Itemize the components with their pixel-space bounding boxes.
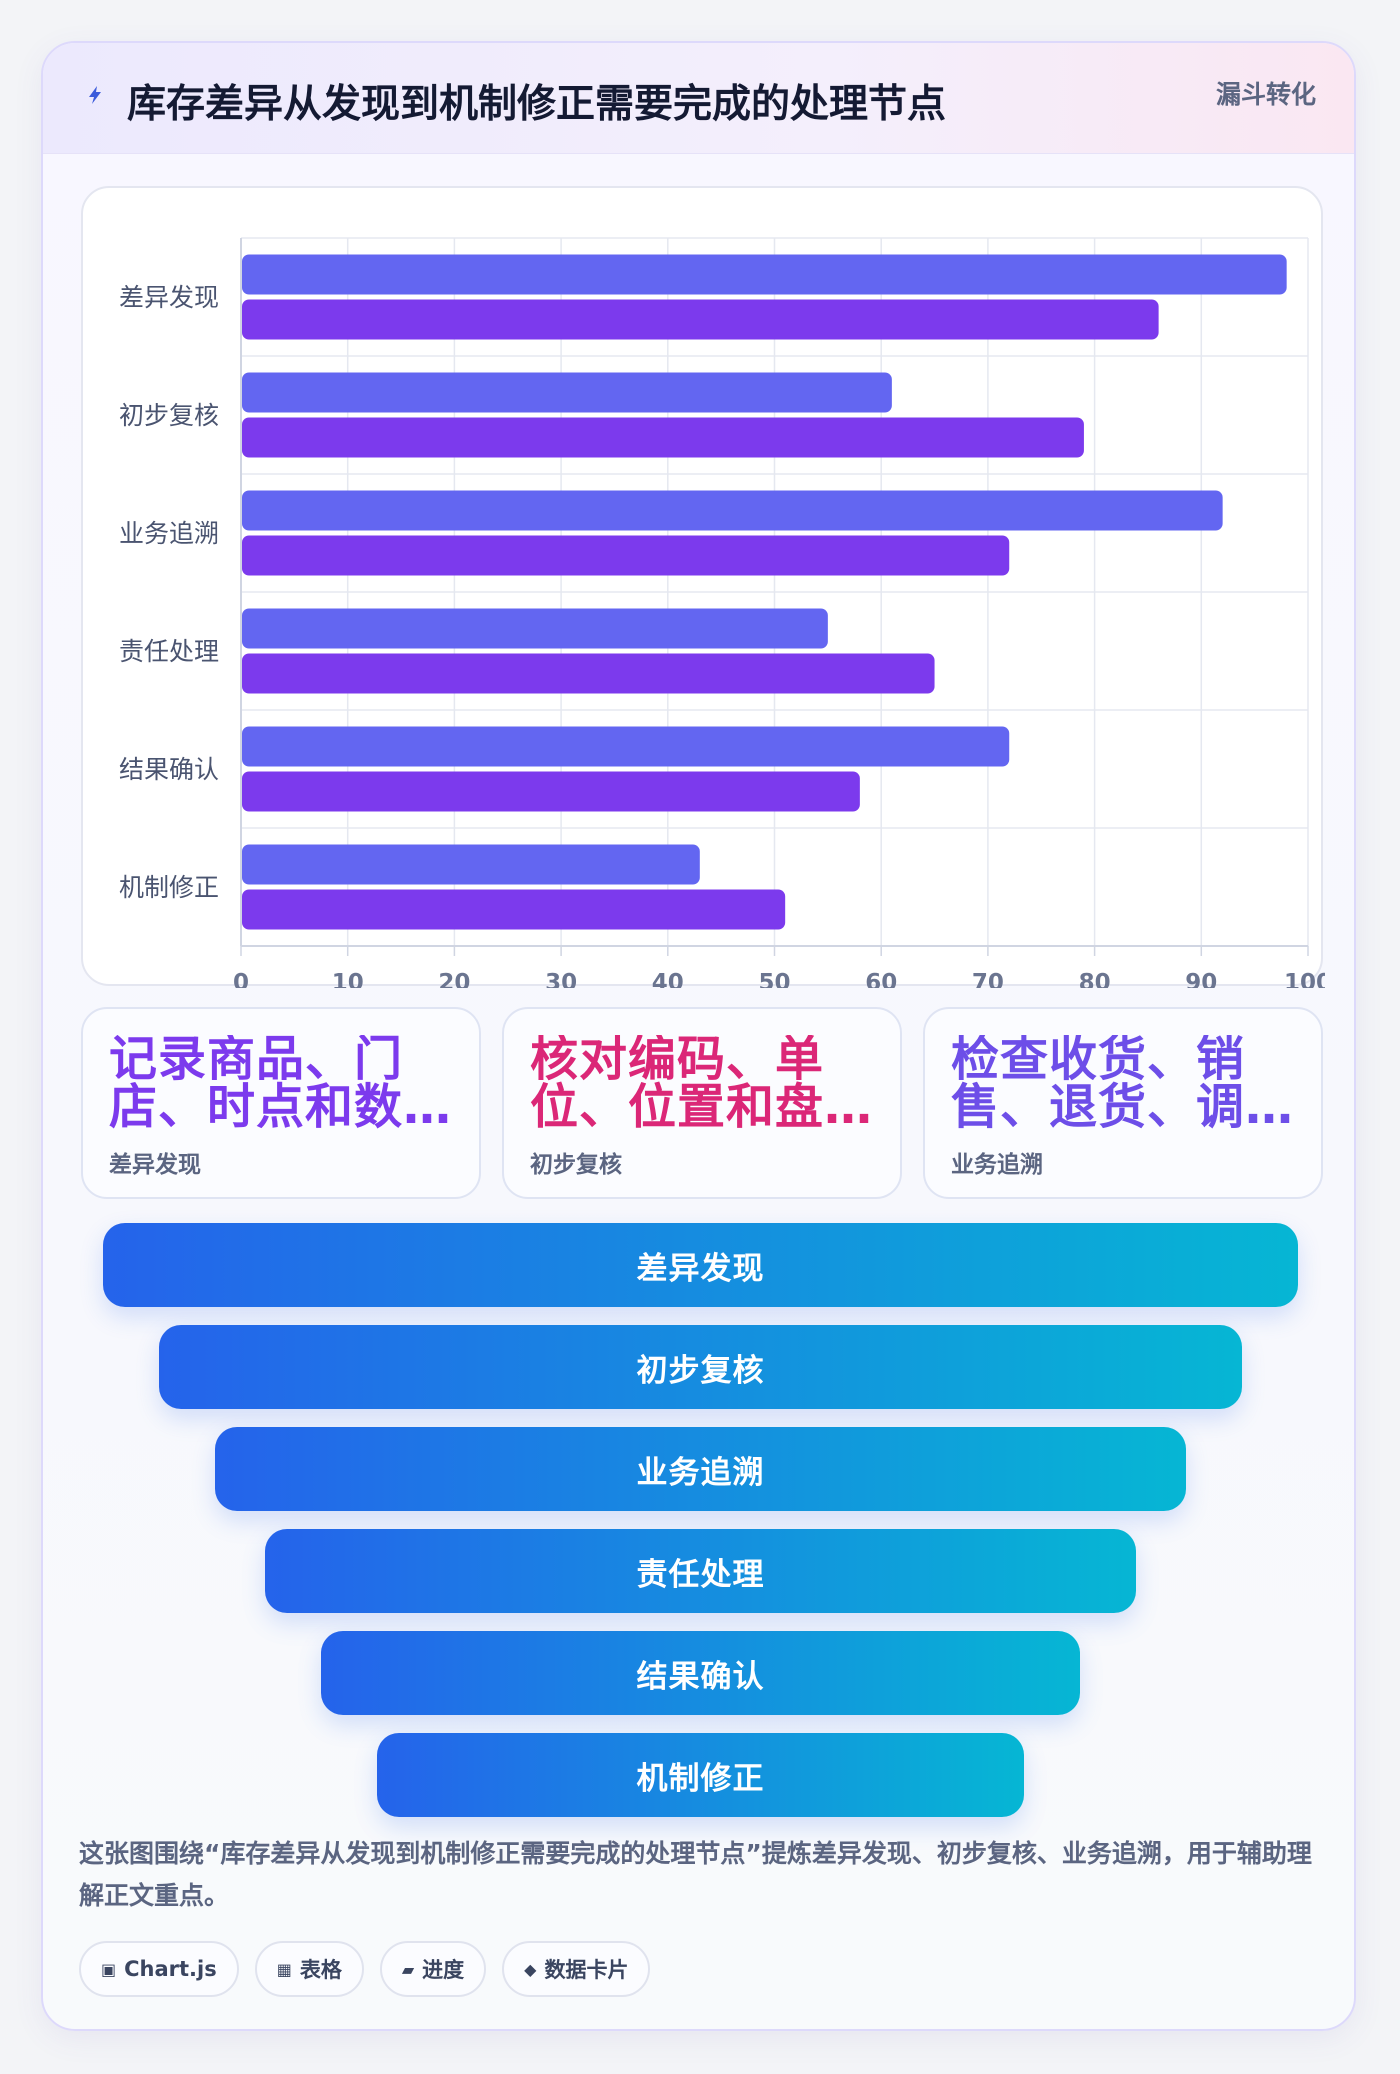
funnel-step-2: 初步复核 — [159, 1325, 1242, 1409]
y-category-label: 初步复核 — [119, 401, 219, 430]
stat-card-value: 检查收货、销售、退货、调… — [951, 1035, 1295, 1131]
x-tick-label: 20 — [438, 970, 470, 988]
funnel-step-label: 业务追溯 — [636, 1454, 765, 1491]
lightning-icon — [89, 86, 101, 104]
funnel-step-label: 差异发现 — [636, 1250, 765, 1287]
funnel-step-5: 结果确认 — [321, 1631, 1080, 1715]
funnel-step-label: 结果确认 — [636, 1658, 765, 1695]
bar-series-a — [242, 726, 1010, 767]
stat-card-value: 记录商品、门店、时点和数… — [109, 1035, 453, 1131]
stat-card-3: 检查收货、销售、退货、调… 业务追溯 — [923, 1007, 1323, 1199]
y-category-label: 差异发现 — [119, 283, 219, 312]
bar-series-a — [242, 254, 1287, 295]
feature-chips: ▣ Chart.js ▦ 表格 ▰ 进度 ◆ 数据卡片 — [79, 1941, 651, 1997]
chart-description: 这张图围绕“库存差异从发现到机制修正需要完成的处理节点”提炼差异发现、初步复核、… — [79, 1839, 1312, 1910]
bar-series-b — [242, 535, 1010, 576]
funnel-step-label: 责任处理 — [636, 1556, 765, 1593]
chip-label: Chart.js — [124, 1957, 217, 1981]
progress-icon: ▰ — [401, 1959, 415, 1979]
x-tick-label: 100 — [1284, 970, 1325, 988]
x-tick-label: 0 — [233, 970, 249, 988]
funnel-step-label: 机制修正 — [636, 1760, 765, 1797]
chip-data-card[interactable]: ◆ 数据卡片 — [502, 1941, 651, 1997]
card-header: 库存差异从发现到机制修正需要完成的处理节点 漏斗转化 — [43, 43, 1354, 154]
stat-card-label: 初步复核 — [530, 1152, 622, 1178]
x-tick-label: 70 — [972, 970, 1004, 988]
x-tick-label: 30 — [545, 970, 577, 988]
stat-card-value: 核对编码、单位、位置和盘… — [530, 1035, 874, 1131]
chip-label: 数据卡片 — [544, 1958, 629, 1982]
main-card: 库存差异从发现到机制修正需要完成的处理节点 漏斗转化 0 10 20 30 40 50 60… — [41, 41, 1356, 2031]
stat-card-label: 差异发现 — [109, 1152, 201, 1178]
funnel-step-label: 初步复核 — [636, 1352, 765, 1389]
chip-label: 表格 — [299, 1958, 342, 1982]
funnel-step-1: 差异发现 — [103, 1223, 1298, 1307]
x-tick-label: 90 — [1185, 970, 1217, 988]
funnel-step-3: 业务追溯 — [215, 1427, 1186, 1511]
x-tick-label: 80 — [1079, 970, 1111, 988]
y-category-label: 业务追溯 — [119, 519, 219, 548]
bar-series-a — [242, 490, 1223, 531]
chip-table[interactable]: ▦ 表格 — [254, 1941, 364, 1997]
chip-progress[interactable]: ▰ 进度 — [379, 1941, 487, 1997]
bar-series-b — [242, 417, 1084, 458]
x-tick-label: 10 — [332, 970, 364, 988]
bar-series-a — [242, 372, 892, 413]
chart-icon: ▣ — [101, 1959, 117, 1979]
x-tick-label: 60 — [865, 970, 897, 988]
y-category-label: 结果确认 — [119, 755, 219, 784]
bar-chart: 0 10 20 30 40 50 60 70 80 90 100 差异发现初步复核业务追溯责任处理结果… — [119, 237, 1325, 988]
bar-series-b — [242, 889, 786, 930]
bar-series-b — [242, 771, 860, 812]
stat-card-1: 记录商品、门店、时点和数… 差异发现 — [81, 1007, 481, 1199]
y-category-label: 责任处理 — [119, 637, 219, 666]
bar-chart-panel: 0 10 20 30 40 50 60 70 80 90 100 差异发现初步复核业务追溯责任处理结果… — [81, 186, 1325, 988]
page-title: 库存差异从发现到机制修正需要完成的处理节点 — [127, 82, 947, 127]
chip-chart[interactable]: ▣ Chart.js — [79, 1941, 239, 1997]
funnel-step-6: 机制修正 — [377, 1733, 1024, 1817]
table-icon: ▦ — [276, 1959, 292, 1979]
stat-card-2: 核对编码、单位、位置和盘… 初步复核 — [502, 1007, 902, 1199]
data-card-icon: ◆ — [524, 1959, 537, 1979]
bar-series-b — [242, 299, 1159, 340]
x-tick-label: 50 — [758, 970, 790, 988]
chip-label: 进度 — [422, 1958, 465, 1982]
bar-series-a — [242, 608, 828, 649]
y-category-label: 机制修正 — [119, 873, 219, 902]
x-tick-label: 40 — [652, 970, 684, 988]
bar-series-a — [242, 844, 700, 885]
bar-series-b — [242, 653, 935, 694]
funnel-step-4: 责任处理 — [265, 1529, 1136, 1613]
stat-card-label: 业务追溯 — [951, 1152, 1043, 1178]
chart-type-tag: 漏斗转化 — [1215, 80, 1316, 109]
